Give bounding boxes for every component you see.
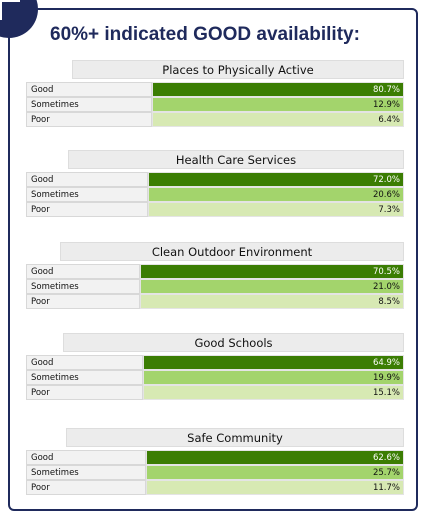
table-title: Safe Community (66, 428, 404, 447)
slide-frame (8, 8, 418, 511)
table-title: Good Schools (63, 333, 404, 352)
row-value: 64.9% (143, 355, 404, 370)
row-value: 20.6% (148, 187, 404, 202)
row-value: 7.3% (148, 202, 404, 217)
row-label: Poor (26, 480, 146, 495)
row-label: Sometimes (26, 187, 148, 202)
row-label: Sometimes (26, 465, 146, 480)
row-label: Good (26, 172, 148, 187)
slide-title: 60%+ indicated GOOD availability: (50, 24, 360, 45)
row-label: Poor (26, 202, 148, 217)
row-value: 8.5% (140, 294, 404, 309)
row-label: Good (26, 450, 146, 465)
row-label: Poor (26, 112, 152, 127)
row-value: 72.0% (148, 172, 404, 187)
row-value: 25.7% (146, 465, 404, 480)
row-value: 80.7% (152, 82, 404, 97)
row-value: 21.0% (140, 279, 404, 294)
row-label: Good (26, 355, 143, 370)
row-label: Poor (26, 385, 143, 400)
row-value: 6.4% (152, 112, 404, 127)
row-value: 19.9% (143, 370, 404, 385)
row-label: Sometimes (26, 279, 140, 294)
table-title: Places to Physically Active (72, 60, 404, 79)
row-label: Sometimes (26, 97, 152, 112)
row-value: 15.1% (143, 385, 404, 400)
row-label: Good (26, 264, 140, 279)
row-label: Sometimes (26, 370, 143, 385)
table-title: Health Care Services (68, 150, 404, 169)
table-title: Clean Outdoor Environment (60, 242, 404, 261)
row-label: Poor (26, 294, 140, 309)
row-value: 70.5% (140, 264, 404, 279)
row-value: 12.9% (152, 97, 404, 112)
row-value: 11.7% (146, 480, 404, 495)
row-label: Good (26, 82, 152, 97)
row-value: 62.6% (146, 450, 404, 465)
